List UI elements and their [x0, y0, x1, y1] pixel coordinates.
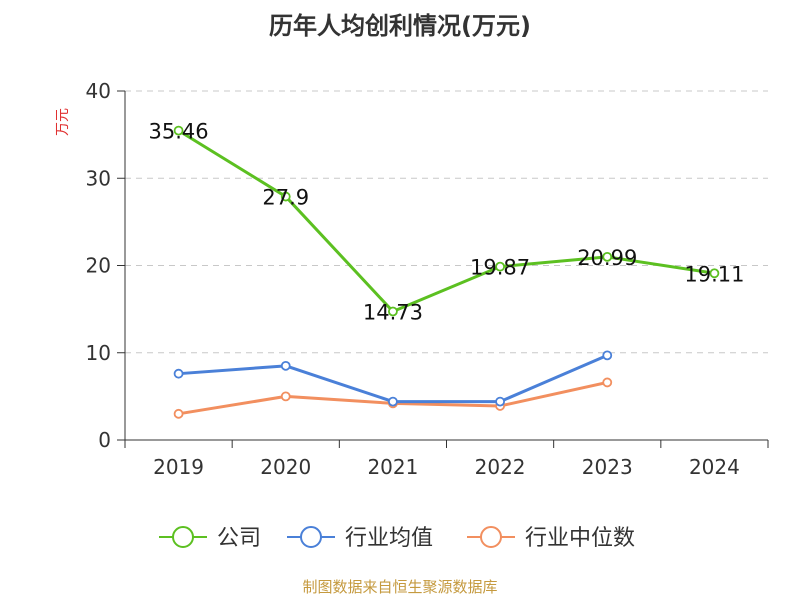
data-labels: 35.46 27.9 14.73 19.87 20.99 19.11	[149, 120, 745, 325]
data-point	[280, 360, 291, 371]
series-line	[178, 353, 608, 404]
y-tick-label: 30	[86, 166, 111, 190]
x-tick-label: 2024	[689, 455, 740, 479]
legend-marker	[172, 526, 194, 548]
y-tick-label: 10	[86, 341, 111, 365]
data-label: 20.99	[577, 246, 637, 270]
data-point	[280, 191, 291, 202]
data-point	[173, 368, 184, 379]
data-point	[602, 350, 613, 361]
legend-marker	[300, 526, 322, 548]
data-point	[173, 125, 184, 136]
data-point	[388, 306, 398, 317]
data-point	[173, 408, 184, 419]
legend: 公司 行业均值 行业中位数	[159, 526, 635, 551]
legend-marker	[480, 526, 502, 548]
x-tick-label: 2019	[153, 455, 204, 479]
x-tick-label: 2023	[582, 455, 633, 479]
data-label: 19.87	[470, 256, 530, 280]
legend-item: 公司	[159, 526, 261, 551]
series-line	[177, 129, 715, 313]
legend-item: 行业中位数	[467, 526, 635, 551]
legend-item: 行业均值	[287, 526, 433, 551]
legend-label: 行业均值	[345, 526, 433, 551]
data-label: 27.9	[262, 186, 309, 210]
legend-label: 行业中位数	[525, 526, 635, 551]
data-label: 35.46	[149, 120, 209, 144]
y-axis-label: 万元	[55, 108, 71, 136]
y-tick-label: 40	[86, 79, 111, 103]
data-point	[495, 261, 505, 272]
data-point	[709, 268, 720, 279]
data-point	[602, 377, 613, 388]
y-tick-label: 0	[98, 428, 111, 452]
series-layer	[173, 125, 720, 419]
x-tick-label: 2022	[475, 455, 526, 479]
axes: 0 10 20 30 40 2019 2020 2021 2022 2023 2024	[86, 79, 769, 479]
data-point	[602, 251, 613, 262]
data-point	[388, 396, 398, 407]
chart-title: 历年人均创利情况(万元)	[269, 12, 531, 40]
data-point	[280, 391, 291, 402]
data-label: 14.73	[363, 300, 423, 324]
x-tick-label: 2020	[260, 455, 311, 479]
legend-label: 公司	[217, 526, 261, 551]
y-tick-label: 20	[86, 254, 111, 278]
x-tick-label: 2021	[367, 455, 418, 479]
data-label: 19.11	[684, 262, 744, 286]
source-note: 制图数据来自恒生聚源数据库	[302, 578, 498, 596]
grid-lines	[125, 90, 768, 354]
data-point	[495, 396, 505, 407]
